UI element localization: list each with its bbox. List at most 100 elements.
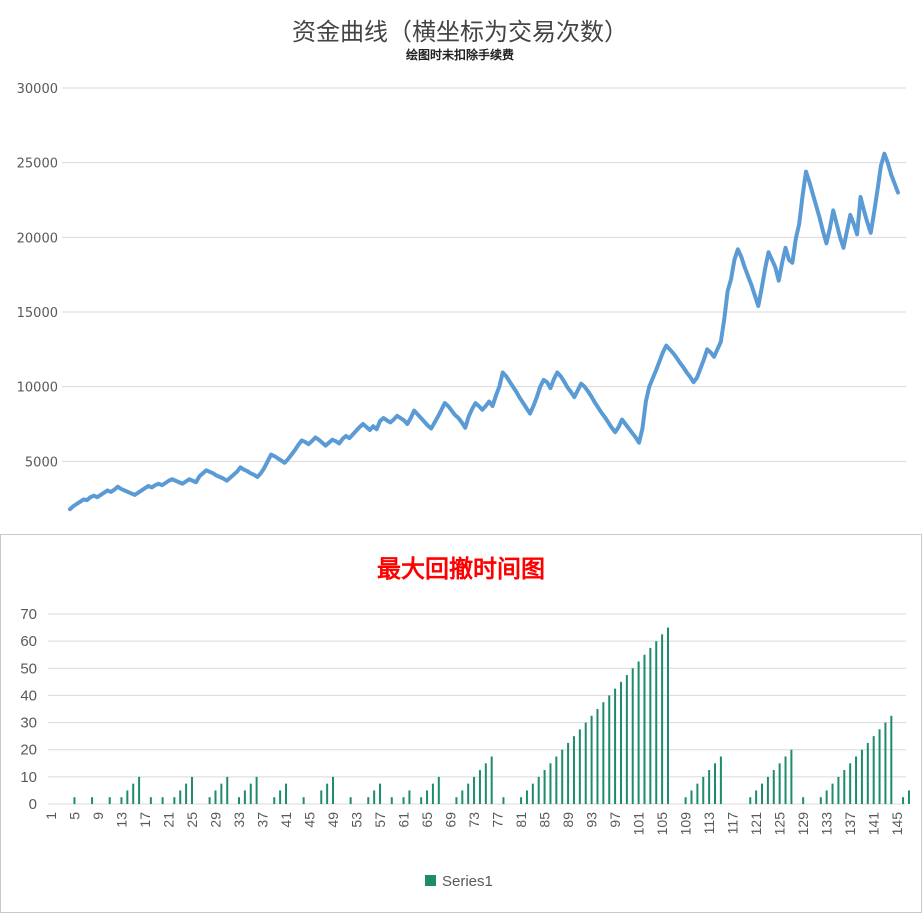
drawdown-bar: [490, 756, 493, 804]
drawdown-grid: [48, 613, 906, 805]
drawdown-bar: [179, 790, 182, 804]
drawdown-x-tick-label: 85: [537, 812, 553, 828]
drawdown-bar: [702, 776, 705, 804]
drawdown-bar: [420, 797, 423, 804]
equity-y-axis: 30000 25000 20000 15000 10000 5000: [17, 82, 58, 470]
drawdown-x-tick-label: 113: [701, 812, 717, 835]
drawdown-bar: [455, 797, 458, 804]
drawdown-bar: [819, 797, 822, 804]
drawdown-x-tick-label: 97: [607, 812, 623, 828]
equity-curve-svg: 资金曲线（横坐标为交易次数） 绘图时未扣除手续费 30000 25000 20000…: [17, 18, 906, 512]
drawdown-bar: [860, 749, 863, 804]
drawdown-x-tick-label: 137: [842, 812, 858, 836]
drawdown-bar: [273, 797, 276, 804]
drawdown-x-tick-label: 29: [207, 812, 223, 828]
drawdown-time-chart: 最大回撤时间图 70 60 50 40 30 20 10 0 1 5 9 13 17 21 25 29 33 3…: [0, 534, 922, 913]
drawdown-y-tick-label: 40: [20, 687, 37, 704]
equity-y-tick-label: 5000: [25, 455, 58, 470]
drawdown-x-tick-label: 101: [631, 812, 647, 836]
drawdown-bar: [255, 776, 258, 804]
equity-grid: [62, 87, 906, 462]
drawdown-x-tick-label: 17: [137, 812, 153, 828]
drawdown-bar: [772, 770, 775, 804]
drawdown-y-tick-label: 50: [20, 660, 37, 677]
drawdown-bar: [537, 776, 540, 804]
drawdown-x-tick-label: 13: [113, 812, 129, 828]
drawdown-x-tick-label: 37: [255, 812, 271, 828]
legend-swatch: [425, 875, 436, 886]
drawdown-bar: [190, 776, 193, 804]
drawdown-y-tick-label: 0: [29, 796, 37, 813]
drawdown-bar: [332, 776, 335, 804]
drawdown-bar: [614, 688, 617, 804]
drawdown-y-tick-label: 10: [20, 769, 37, 786]
drawdown-bar: [567, 742, 570, 804]
drawdown-bar: [373, 790, 376, 804]
drawdown-x-tick-label: 65: [419, 812, 435, 828]
drawdown-bar: [843, 770, 846, 804]
drawdown-bar: [655, 641, 658, 804]
drawdown-bar: [437, 776, 440, 804]
drawdown-bar: [684, 797, 687, 804]
drawdown-bar: [478, 770, 481, 804]
drawdown-bar: [126, 790, 129, 804]
drawdown-bar: [602, 702, 605, 804]
drawdown-x-tick-label: 49: [325, 812, 341, 828]
drawdown-bar: [855, 756, 858, 804]
drawdown-bar: [637, 661, 640, 804]
drawdown-bar: [484, 763, 487, 804]
drawdown-bar: [625, 675, 628, 804]
drawdown-bar: [878, 729, 881, 804]
drawdown-x-tick-label: 53: [349, 812, 365, 828]
drawdown-bar: [249, 783, 252, 804]
drawdown-x-tick-label: 93: [584, 812, 600, 828]
drawdown-x-tick-label: 33: [231, 812, 247, 828]
drawdown-bar: [473, 776, 476, 804]
drawdown-y-tick-label: 60: [20, 633, 37, 650]
equity-series-line: [68, 151, 900, 512]
equity-y-tick-label: 10000: [17, 381, 58, 396]
drawdown-y-tick-label: 20: [20, 742, 37, 759]
drawdown-y-axis: 70 60 50 40 30 20 10 0: [20, 606, 37, 813]
drawdown-x-tick-label: 69: [443, 812, 459, 828]
drawdown-x-tick-label: 9: [90, 812, 106, 820]
drawdown-bar: [555, 756, 558, 804]
drawdown-bar: [279, 790, 282, 804]
drawdown-bar: [214, 790, 217, 804]
drawdown-x-tick-label: 117: [725, 812, 741, 835]
drawdown-bar: [132, 783, 135, 804]
equity-chart-title: 资金曲线（横坐标为交易次数）: [292, 18, 628, 46]
drawdown-bar: [120, 797, 123, 804]
legend-label: Series1: [442, 873, 493, 890]
drawdown-bar: [849, 763, 852, 804]
drawdown-x-tick-label: 89: [560, 812, 576, 828]
drawdown-bar: [831, 783, 834, 804]
drawdown-bar: [226, 776, 229, 804]
drawdown-bar: [866, 742, 869, 804]
drawdown-bar: [590, 715, 593, 804]
drawdown-x-tick-label: 5: [66, 812, 82, 820]
drawdown-bar: [149, 797, 152, 804]
drawdown-x-tick-label: 25: [184, 812, 200, 828]
drawdown-y-tick-label: 70: [20, 606, 37, 623]
drawdown-bar: [619, 681, 622, 804]
drawdown-x-tick-label: 1: [43, 812, 59, 820]
drawdown-bar: [907, 790, 910, 804]
drawdown-bar: [755, 790, 758, 804]
drawdown-bar: [502, 797, 505, 804]
drawdown-bar: [690, 790, 693, 804]
drawdown-bar: [520, 797, 523, 804]
drawdown-bar: [802, 797, 805, 804]
drawdown-bar: [91, 797, 94, 804]
drawdown-bar: [220, 783, 223, 804]
drawdown-x-tick-label: 41: [278, 812, 294, 828]
drawdown-x-tick-label: 133: [819, 812, 835, 836]
drawdown-bar: [320, 790, 323, 804]
drawdown-x-axis: 1 5 9 13 17 21 25 29 33 37 41 45 49 53 57 61 65 69 73 77 81 8…: [43, 812, 905, 836]
drawdown-bar: [285, 783, 288, 804]
drawdown-bar: [461, 790, 464, 804]
drawdown-bar: [578, 729, 581, 804]
drawdown-bar: [649, 647, 652, 804]
drawdown-bar: [761, 783, 764, 804]
drawdown-bar: [543, 770, 546, 804]
